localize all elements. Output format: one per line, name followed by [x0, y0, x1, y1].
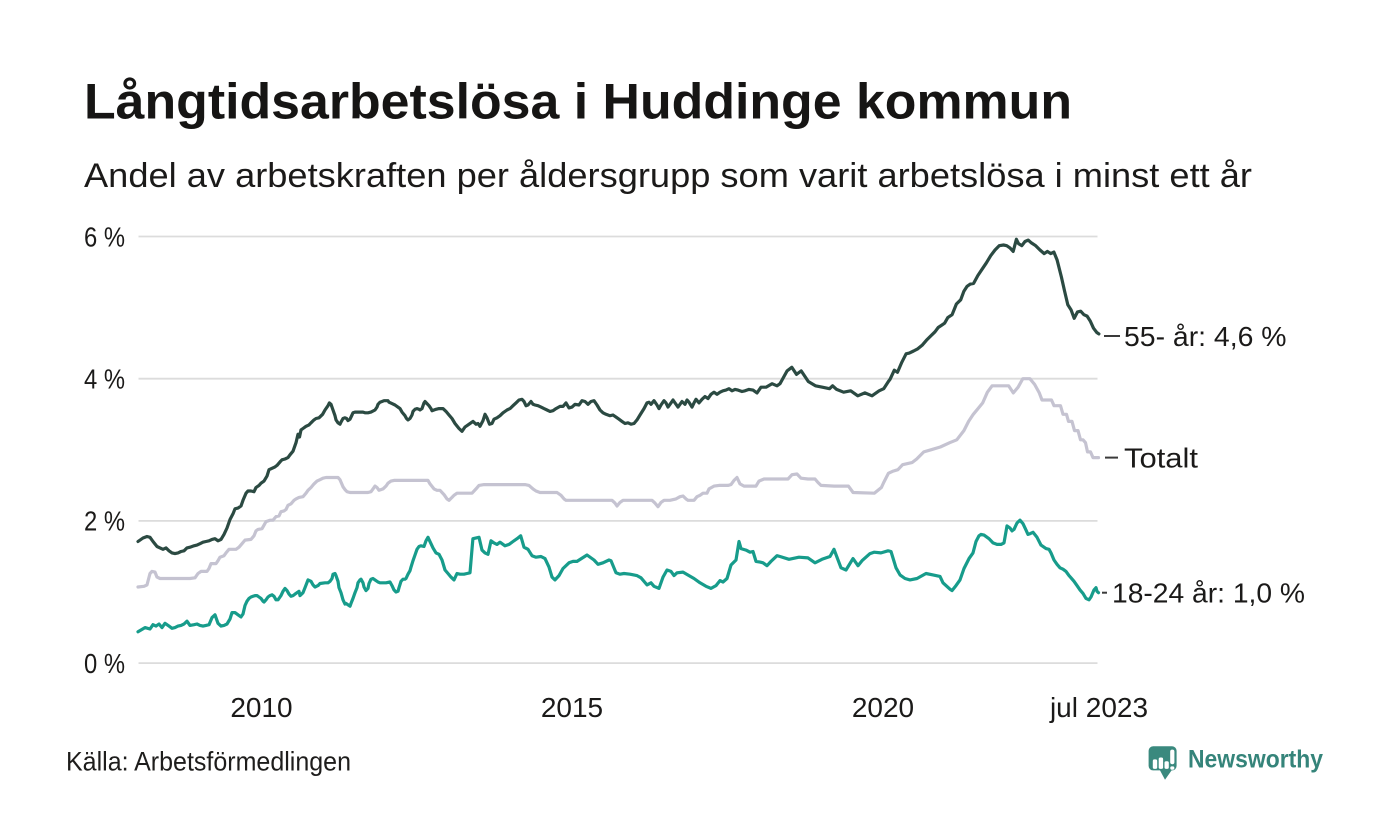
svg-text:18-24 år: 1,0 %: 18-24 år: 1,0 % — [1112, 578, 1305, 609]
svg-text:2020: 2020 — [852, 692, 914, 723]
svg-text:Totalt: Totalt — [1124, 442, 1198, 473]
svg-text:Newsworthy: Newsworthy — [1188, 746, 1323, 774]
svg-text:55- år: 4,6 %: 55- år: 4,6 % — [1124, 321, 1287, 352]
svg-text:Långtidsarbetslösa i Huddinge: Långtidsarbetslösa i Huddinge kommun — [84, 74, 1072, 130]
svg-text:Källa: Arbetsförmedlingen: Källa: Arbetsförmedlingen — [66, 747, 351, 777]
svg-text:0 %: 0 % — [84, 648, 125, 679]
svg-text:jul 2023: jul 2023 — [1049, 692, 1148, 723]
svg-text:2015: 2015 — [541, 692, 603, 723]
svg-text:2010: 2010 — [230, 692, 292, 723]
svg-text:4 %: 4 % — [84, 364, 125, 395]
svg-text:2 %: 2 % — [84, 506, 125, 537]
svg-text:Andel av arbetskraften per åld: Andel av arbetskraften per åldersgrupp s… — [84, 157, 1252, 195]
svg-text:6 %: 6 % — [84, 221, 125, 252]
